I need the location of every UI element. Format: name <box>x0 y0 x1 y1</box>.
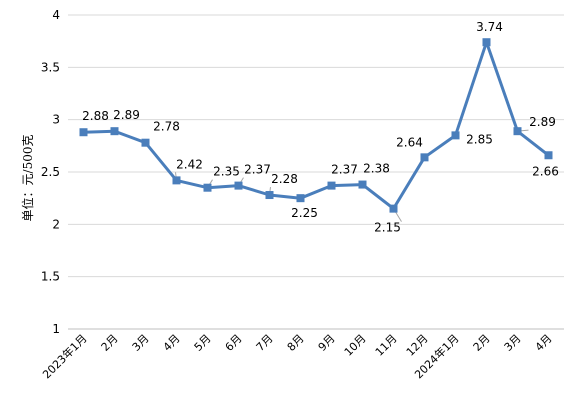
data-label: 2.37 <box>244 163 271 177</box>
data-label: 2.64 <box>396 135 423 149</box>
x-tick-label: 3月 <box>502 332 524 354</box>
series-markers <box>79 38 553 213</box>
data-label: 3.74 <box>476 20 503 34</box>
gridlines <box>68 14 564 278</box>
data-point-marker <box>296 194 305 203</box>
data-point-marker <box>203 183 212 192</box>
data-label: 2.42 <box>176 157 203 171</box>
x-tick-label: 12月 <box>404 332 431 359</box>
x-tick-label: 7月 <box>254 332 276 354</box>
data-point-marker <box>451 131 460 140</box>
data-label: 2.89 <box>113 108 140 122</box>
data-point-marker <box>110 127 119 136</box>
y-tick-label: 4 <box>52 8 60 22</box>
x-tick-label: 5月 <box>192 332 214 354</box>
y-tick-label: 3 <box>52 113 60 127</box>
data-label: 2.85 <box>466 132 493 146</box>
data-point-marker <box>79 128 88 137</box>
x-tick-label: 6月 <box>223 332 245 354</box>
x-tick-label: 8月 <box>285 332 307 354</box>
series-line-path <box>83 40 550 211</box>
data-point-marker <box>513 127 522 136</box>
data-labels: 2.88 2.892.782.422.35 2.372.282.252.37 2.38… <box>82 20 559 234</box>
x-tick-label: 4月 <box>533 332 555 354</box>
y-tick-label: 3.5 <box>41 60 60 74</box>
x-tick-label: 9月 <box>316 332 338 354</box>
x-tick-label: 2月 <box>471 332 493 354</box>
data-label: 2.28 <box>271 172 298 186</box>
x-tick-label: 10月 <box>342 332 369 359</box>
data-label: 2.88 <box>82 109 109 123</box>
series-line <box>83 40 550 211</box>
data-label: 2.15 <box>374 221 401 235</box>
data-point-marker <box>172 176 181 185</box>
data-label: 2.78 <box>153 120 180 134</box>
y-tick-label: 1.5 <box>41 270 60 284</box>
data-label: 2.66 <box>532 164 559 178</box>
data-point-marker <box>141 138 150 147</box>
data-point-marker <box>420 153 429 162</box>
data-point-marker <box>544 151 553 160</box>
data-point-marker <box>234 181 243 190</box>
data-label: 2.38 <box>363 162 390 176</box>
data-point-marker <box>389 204 398 213</box>
x-tick-label: 2023年1月 <box>39 331 89 381</box>
y-tick-label: 2.5 <box>41 165 60 179</box>
x-tick-label: 2月 <box>99 332 121 354</box>
data-point-marker <box>482 38 491 47</box>
y-tick-label: 2 <box>52 217 60 231</box>
y-tick-labels: 1 1.5 2 2.5 3 3.5 4 <box>41 8 60 336</box>
data-label: 2.25 <box>291 206 318 220</box>
x-tick-label: 3月 <box>130 332 152 354</box>
x-tick-label: 11月 <box>373 332 400 359</box>
data-label: 2.89 <box>529 115 556 129</box>
y-axis-label: 单位：元/500克 <box>20 135 35 222</box>
data-point-marker <box>265 191 274 200</box>
data-point-marker <box>358 180 367 189</box>
y-tick-label: 1 <box>52 322 60 336</box>
data-label: 2.35 <box>213 165 240 179</box>
data-label: 2.37 <box>331 163 358 177</box>
data-point-marker <box>327 181 336 190</box>
x-tick-label: 4月 <box>161 332 183 354</box>
